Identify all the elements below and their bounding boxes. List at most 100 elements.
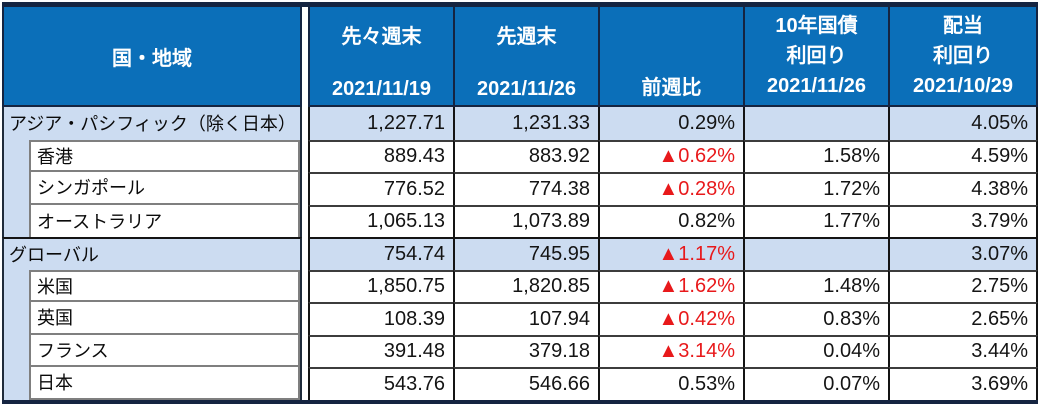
header-dividend-yield: 配当 利回り 2021/10/29 <box>888 7 1038 107</box>
value-last-week: 883.92 <box>453 139 598 172</box>
value-last-week: 1,231.33 <box>453 107 598 140</box>
country-region-label: オーストラリア <box>37 211 163 232</box>
value-week-over-week: ▲0.42% <box>598 302 743 335</box>
value-week-over-week: ▲0.62% <box>598 139 743 172</box>
column-divider-gap <box>302 7 308 107</box>
column-divider-gap <box>302 269 308 302</box>
value-last-week: 745.95 <box>453 237 598 270</box>
column-divider-gap <box>302 107 308 140</box>
header-10y-bond-label: 10年国債 <box>775 15 858 37</box>
country-region-cell: 香港 <box>2 139 302 172</box>
country-region-label: アジア・パシフィック（除く日本） <box>9 114 296 135</box>
header-dividend-label: 配当 <box>943 15 983 37</box>
column-divider-gap <box>302 139 308 172</box>
value-week-over-week: ▲1.62% <box>598 269 743 302</box>
header-week-over-week-label: 前週比 <box>641 77 702 99</box>
header-week-before-last-label: 先々週末 <box>341 26 422 48</box>
country-region-box: 米国 <box>29 269 300 302</box>
country-region-box: オーストラリア <box>29 204 300 237</box>
value-last-week: 379.18 <box>453 334 598 367</box>
country-region-cell: フランス <box>2 334 302 367</box>
value-dividend-yield: 3.79% <box>888 204 1038 237</box>
header-last-week-date: 2021/11/26 <box>477 78 576 100</box>
header-dividend-date: 2021/10/29 <box>912 75 1014 97</box>
country-region-label: シンガポール <box>37 178 145 199</box>
value-last-week: 774.38 <box>453 172 598 205</box>
value-10y-bond-yield <box>743 107 888 140</box>
value-week-over-week: ▲1.17% <box>598 237 743 270</box>
country-region-label: グローバル <box>9 245 99 266</box>
value-week-over-week: 0.29% <box>598 107 743 140</box>
country-region-box: 香港 <box>29 139 300 172</box>
value-week-before-last: 1,065.13 <box>308 204 453 237</box>
country-region-box: 英国 <box>29 302 300 335</box>
value-week-before-last: 1,227.71 <box>308 107 453 140</box>
value-week-before-last: 776.52 <box>308 172 453 205</box>
header-last-week-label: 先週末 <box>496 26 557 48</box>
country-region-label: 英国 <box>37 308 73 329</box>
country-region-cell: アジア・パシフィック（除く日本） <box>2 107 302 140</box>
value-10y-bond-yield: 0.04% <box>743 334 888 367</box>
value-week-before-last: 1,850.75 <box>308 269 453 302</box>
country-region-box: フランス <box>29 334 300 367</box>
value-dividend-yield: 3.44% <box>888 334 1038 367</box>
header-week-over-week: 前週比 <box>598 7 743 107</box>
country-region-label: フランス <box>37 340 109 361</box>
country-region-box: グローバル <box>4 239 300 270</box>
header-country-region-label: 国・地域 <box>112 47 192 70</box>
value-10y-bond-yield: 0.83% <box>743 302 888 335</box>
value-week-before-last: 108.39 <box>308 302 453 335</box>
value-10y-bond-yield <box>743 237 888 270</box>
value-dividend-yield: 3.07% <box>888 237 1038 270</box>
value-week-before-last: 391.48 <box>308 334 453 367</box>
value-dividend-yield: 4.05% <box>888 107 1038 140</box>
value-10y-bond-yield: 1.72% <box>743 172 888 205</box>
value-dividend-yield: 3.69% <box>888 367 1038 400</box>
country-region-cell: オーストラリア <box>2 204 302 237</box>
country-region-label: 米国 <box>37 276 73 297</box>
column-divider-gap <box>302 204 308 237</box>
country-region-cell: 英国 <box>2 302 302 335</box>
value-week-over-week: ▲0.28% <box>598 172 743 205</box>
country-region-box: 日本 <box>29 367 300 400</box>
column-divider-gap <box>302 367 308 400</box>
country-region-box: アジア・パシフィック（除く日本） <box>4 107 300 140</box>
header-week-before-last-date: 2021/11/19 <box>332 78 431 100</box>
country-region-cell: 米国 <box>2 269 302 302</box>
header-10y-bond-label2: 利回り <box>786 45 847 67</box>
value-last-week: 1,820.85 <box>453 269 598 302</box>
column-divider-gap <box>302 172 308 205</box>
country-region-cell: グローバル <box>2 237 302 270</box>
value-last-week: 1,073.89 <box>453 204 598 237</box>
column-divider-gap <box>302 237 308 270</box>
value-week-over-week: 0.82% <box>598 204 743 237</box>
header-country-region: 国・地域 <box>2 7 302 107</box>
value-10y-bond-yield: 1.58% <box>743 139 888 172</box>
header-10y-bond-date: 2021/11/26 <box>767 75 866 97</box>
header-dividend-label2: 利回り <box>933 45 993 67</box>
table-grid: 国・地域 先々週末 2021/11/19 先週末 2021/11/26 前週比 … <box>2 7 1038 400</box>
value-week-before-last: 543.76 <box>308 367 453 400</box>
country-region-box: シンガポール <box>29 172 300 205</box>
column-divider-gap <box>302 302 308 335</box>
column-divider-gap <box>302 334 308 367</box>
country-region-cell: 日本 <box>2 367 302 400</box>
value-10y-bond-yield: 0.07% <box>743 367 888 400</box>
value-week-over-week: 0.53% <box>598 367 743 400</box>
header-10y-bond-yield: 10年国債 利回り 2021/11/26 <box>743 7 888 107</box>
value-10y-bond-yield: 1.77% <box>743 204 888 237</box>
country-region-label: 日本 <box>37 373 73 394</box>
value-last-week: 546.66 <box>453 367 598 400</box>
value-dividend-yield: 4.59% <box>888 139 1038 172</box>
value-dividend-yield: 4.38% <box>888 172 1038 205</box>
value-week-over-week: ▲3.14% <box>598 334 743 367</box>
value-last-week: 107.94 <box>453 302 598 335</box>
country-region-label: 香港 <box>37 146 73 167</box>
value-dividend-yield: 2.65% <box>888 302 1038 335</box>
header-last-week: 先週末 2021/11/26 <box>453 7 598 107</box>
value-10y-bond-yield: 1.48% <box>743 269 888 302</box>
value-dividend-yield: 2.75% <box>888 269 1038 302</box>
header-week-before-last: 先々週末 2021/11/19 <box>308 7 453 107</box>
value-week-before-last: 754.74 <box>308 237 453 270</box>
